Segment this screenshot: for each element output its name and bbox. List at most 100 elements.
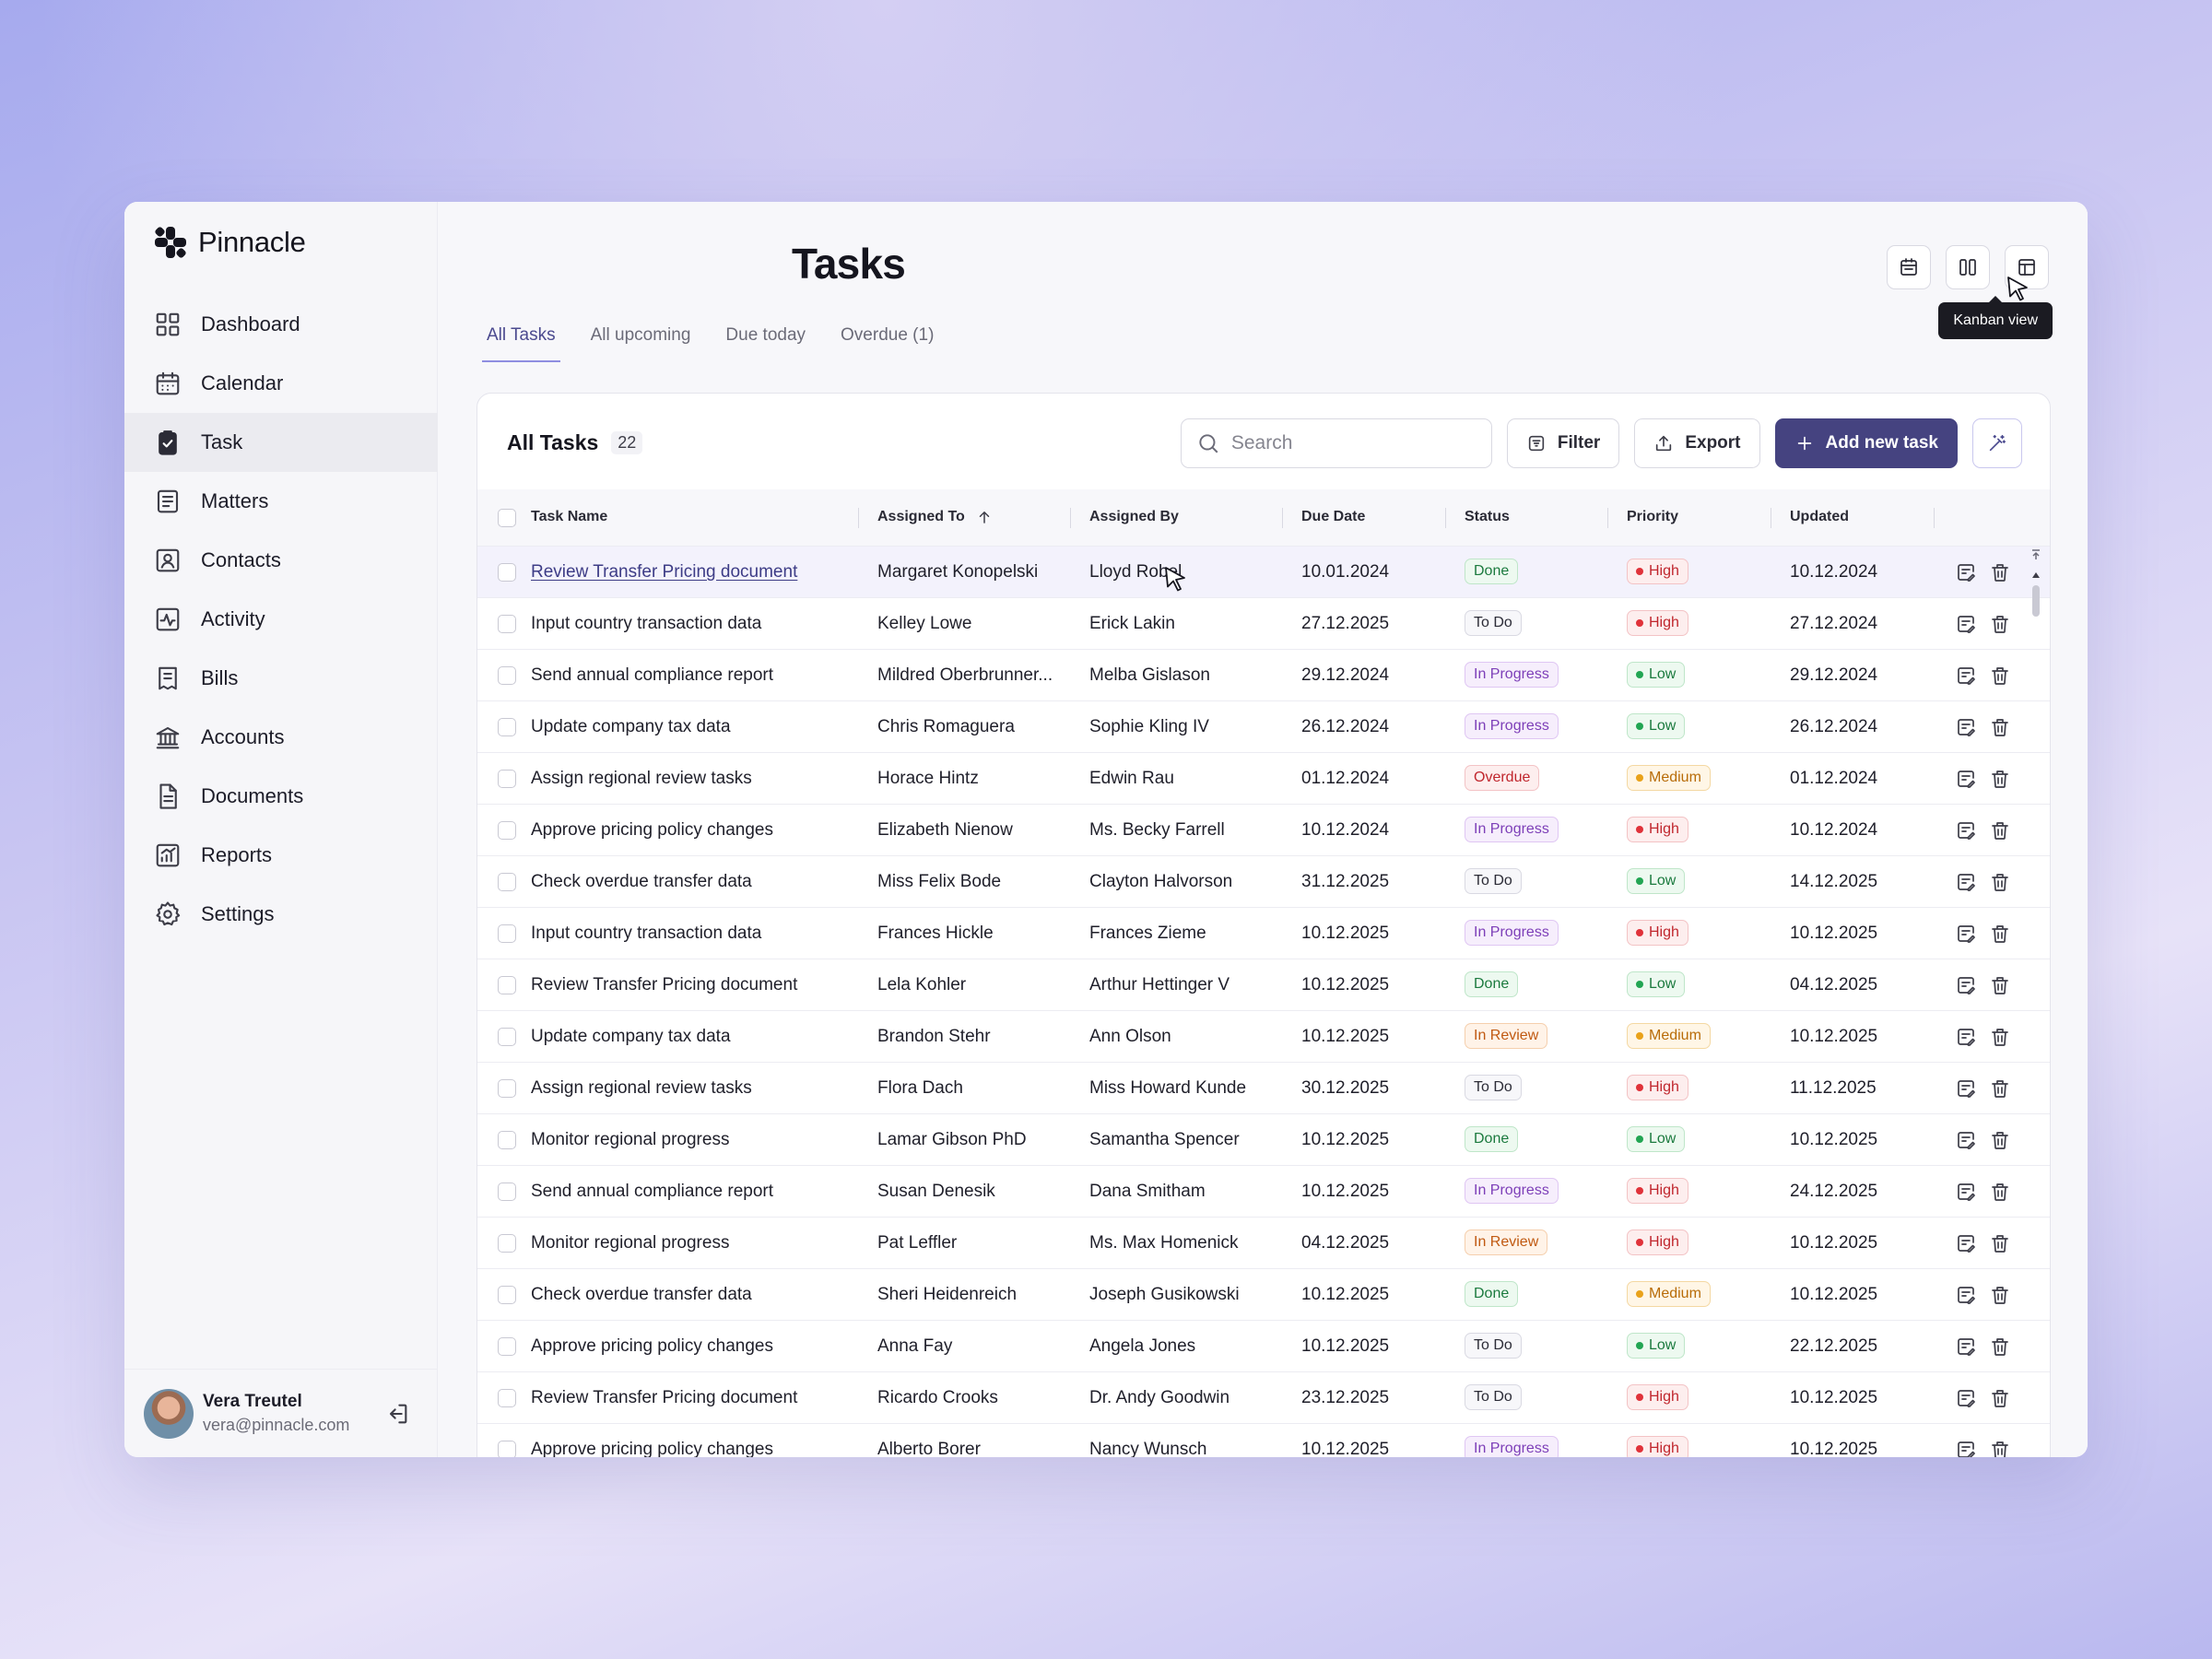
column-assigned-by[interactable]: Assigned By	[1089, 509, 1179, 524]
table-row[interactable]: Monitor regional progress Lamar Gibson Ph…	[477, 1114, 2050, 1166]
trash-icon[interactable]	[1989, 665, 2011, 687]
row-checkbox[interactable]	[498, 976, 516, 994]
sidebar-item-matters[interactable]: Matters	[124, 472, 438, 531]
task-name[interactable]: Review Transfer Pricing document	[531, 975, 798, 994]
edit-icon[interactable]	[1955, 716, 1977, 738]
row-checkbox[interactable]	[498, 1182, 516, 1201]
calendar-view-button[interactable]	[1887, 245, 1931, 289]
task-name[interactable]: Check overdue transfer data	[531, 872, 752, 891]
sidebar-item-activity[interactable]: Activity	[124, 590, 438, 649]
edit-icon[interactable]	[1955, 1284, 1977, 1306]
scroll-up-arrow-icon[interactable]	[2030, 571, 2042, 580]
table-row[interactable]: Check overdue transfer data Sheri Heidenr…	[477, 1269, 2050, 1321]
trash-icon[interactable]	[1989, 819, 2011, 841]
trash-icon[interactable]	[1989, 1284, 2011, 1306]
edit-icon[interactable]	[1955, 1026, 1977, 1048]
task-name[interactable]: Review Transfer Pricing document	[531, 1388, 798, 1407]
column-assigned-to[interactable]: Assigned To	[877, 509, 993, 525]
task-name[interactable]: Input country transaction data	[531, 924, 762, 943]
trash-icon[interactable]	[1989, 716, 2011, 738]
trash-icon[interactable]	[1989, 1232, 2011, 1254]
row-checkbox[interactable]	[498, 1234, 516, 1253]
column-priority[interactable]: Priority	[1627, 509, 1679, 524]
tab-overdue[interactable]: Overdue (1)	[841, 325, 935, 345]
column-due-date[interactable]: Due Date	[1301, 509, 1366, 524]
task-name[interactable]: Review Transfer Pricing document	[531, 562, 798, 582]
table-row[interactable]: Review Transfer Pricing document Margaret…	[477, 547, 2050, 598]
row-checkbox[interactable]	[498, 1441, 516, 1457]
tab-all-tasks[interactable]: All Tasks	[482, 318, 560, 362]
search-input[interactable]	[1230, 432, 1471, 454]
row-checkbox[interactable]	[498, 873, 516, 891]
row-checkbox[interactable]	[498, 1337, 516, 1356]
edit-icon[interactable]	[1955, 665, 1977, 687]
edit-icon[interactable]	[1955, 923, 1977, 945]
edit-icon[interactable]	[1955, 1129, 1977, 1151]
table-row[interactable]: Update company tax data Brandon Stehr Ann …	[477, 1011, 2050, 1063]
edit-icon[interactable]	[1955, 819, 1977, 841]
sidebar-item-documents[interactable]: Documents	[124, 767, 438, 826]
task-name[interactable]: Approve pricing policy changes	[531, 1440, 773, 1457]
table-row[interactable]: Monitor regional progress Pat Leffler Ms. …	[477, 1218, 2050, 1269]
edit-icon[interactable]	[1955, 768, 1977, 790]
export-button[interactable]: Export	[1634, 418, 1760, 468]
sidebar-item-accounts[interactable]: Accounts	[124, 708, 438, 767]
row-checkbox[interactable]	[498, 924, 516, 943]
column-updated[interactable]: Updated	[1790, 509, 1849, 524]
trash-icon[interactable]	[1989, 561, 2011, 583]
trash-icon[interactable]	[1989, 613, 2011, 635]
trash-icon[interactable]	[1989, 923, 2011, 945]
task-name[interactable]: Update company tax data	[531, 1027, 731, 1046]
sidebar-item-task[interactable]: Task	[124, 413, 438, 472]
trash-icon[interactable]	[1989, 974, 2011, 996]
trash-icon[interactable]	[1989, 1129, 2011, 1151]
ai-magic-button[interactable]	[1972, 418, 2022, 468]
trash-icon[interactable]	[1989, 1387, 2011, 1409]
table-row[interactable]: Review Transfer Pricing document Ricardo …	[477, 1372, 2050, 1424]
kanban-view-button[interactable]	[1946, 245, 1990, 289]
logo[interactable]: Pinnacle	[152, 222, 306, 263]
edit-icon[interactable]	[1955, 1335, 1977, 1358]
table-row[interactable]: Assign regional review tasks Horace Hintz…	[477, 753, 2050, 805]
task-name[interactable]: Send annual compliance report	[531, 665, 774, 685]
task-name[interactable]: Approve pricing policy changes	[531, 1336, 773, 1356]
row-checkbox[interactable]	[498, 770, 516, 788]
row-checkbox[interactable]	[498, 563, 516, 582]
row-checkbox[interactable]	[498, 615, 516, 633]
edit-icon[interactable]	[1955, 1387, 1977, 1409]
tab-due-today[interactable]: Due today	[725, 325, 806, 345]
edit-icon[interactable]	[1955, 1439, 1977, 1457]
table-row[interactable]: Check overdue transfer data Miss Felix Bo…	[477, 856, 2050, 908]
task-name[interactable]: Check overdue transfer data	[531, 1285, 752, 1304]
task-name[interactable]: Update company tax data	[531, 717, 731, 736]
table-row[interactable]: Approve pricing policy changes Alberto Bo…	[477, 1424, 2050, 1457]
sidebar-item-reports[interactable]: Reports	[124, 826, 438, 885]
trash-icon[interactable]	[1989, 1026, 2011, 1048]
edit-icon[interactable]	[1955, 1077, 1977, 1100]
row-checkbox[interactable]	[498, 1389, 516, 1407]
sidebar-item-bills[interactable]: Bills	[124, 649, 438, 708]
task-name[interactable]: Monitor regional progress	[531, 1233, 730, 1253]
table-row[interactable]: Update company tax data Chris Romaguera So…	[477, 701, 2050, 753]
trash-icon[interactable]	[1989, 871, 2011, 893]
table-row[interactable]: Assign regional review tasks Flora Dach Mi…	[477, 1063, 2050, 1114]
row-checkbox[interactable]	[498, 1079, 516, 1098]
table-row[interactable]: Send annual compliance report Mildred Obe…	[477, 650, 2050, 701]
edit-icon[interactable]	[1955, 561, 1977, 583]
row-checkbox[interactable]	[498, 821, 516, 840]
table-scrollbar[interactable]	[2030, 548, 2042, 1457]
edit-icon[interactable]	[1955, 871, 1977, 893]
search-box[interactable]	[1180, 418, 1492, 468]
select-all-checkbox[interactable]	[498, 509, 516, 527]
column-status[interactable]: Status	[1465, 509, 1510, 524]
sidebar-item-contacts[interactable]: Contacts	[124, 531, 438, 590]
task-name[interactable]: Assign regional review tasks	[531, 1078, 752, 1098]
trash-icon[interactable]	[1989, 1335, 2011, 1358]
table-row[interactable]: Approve pricing policy changes Elizabeth …	[477, 805, 2050, 856]
table-row[interactable]: Input country transaction data Frances Hi…	[477, 908, 2050, 959]
table-row[interactable]: Send annual compliance report Susan Denes…	[477, 1166, 2050, 1218]
edit-icon[interactable]	[1955, 974, 1977, 996]
trash-icon[interactable]	[1989, 1077, 2011, 1100]
edit-icon[interactable]	[1955, 1232, 1977, 1254]
user-profile[interactable]: Vera Treutel vera@pinnacle.com	[124, 1369, 438, 1457]
